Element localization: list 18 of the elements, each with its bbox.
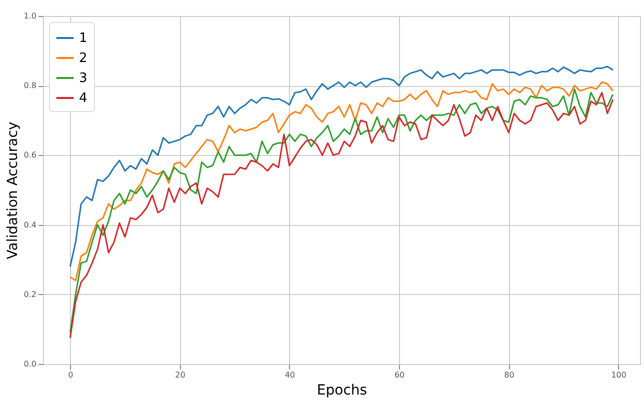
- y-tick-label: 0.6: [24, 150, 36, 160]
- y-tick-label: 0.2: [24, 290, 36, 299]
- x-tick-label: 20: [175, 370, 186, 380]
- x-tick-label: 60: [394, 370, 405, 380]
- x-tick-label: 100: [611, 370, 626, 380]
- x-axis-title: Epochs: [316, 382, 368, 398]
- x-tick-label: 80: [504, 370, 514, 380]
- x-tick-label: 40: [284, 370, 296, 380]
- legend-label: 1: [79, 31, 88, 46]
- legend-label: 2: [79, 51, 88, 66]
- legend-label: 4: [79, 91, 88, 106]
- legend-label: 3: [79, 71, 88, 86]
- x-tick-label: 0: [68, 370, 74, 380]
- y-tick-label: 1.0: [24, 12, 36, 20]
- y-tick-label: 0.0: [24, 360, 36, 368]
- y-tick-label: 0.8: [24, 81, 36, 90]
- y-tick-label: 0.4: [24, 220, 36, 230]
- y-axis-title: Validation Accuracy: [4, 122, 21, 260]
